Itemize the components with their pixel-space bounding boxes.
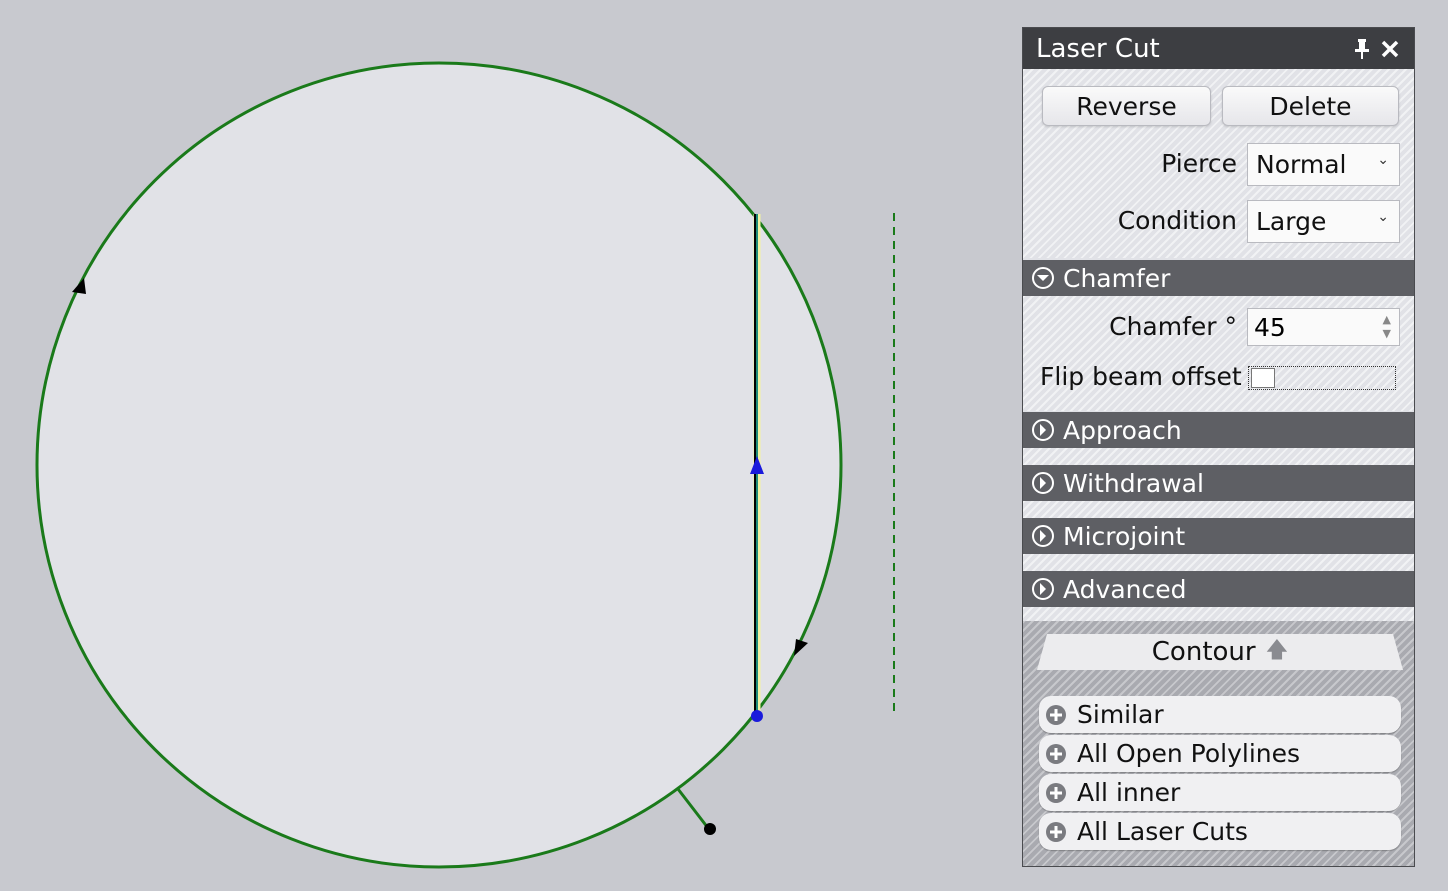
circular-part-contour[interactable] (35, 61, 843, 869)
cut-direction-arrow-icon (750, 456, 764, 474)
section-withdrawal-label: Withdrawal (1063, 468, 1204, 498)
list-item-label: All Laser Cuts (1077, 817, 1248, 846)
list-item-label: All Open Polylines (1077, 739, 1301, 768)
contour-tab-label: Contour (1151, 637, 1256, 667)
list-item-all-inner[interactable]: All inner (1039, 774, 1401, 811)
section-advanced[interactable]: Advanced (1023, 571, 1414, 607)
expand-icon (1032, 578, 1054, 600)
panel-titlebar: Laser Cut (1023, 28, 1414, 69)
section-microjoint-label: Microjoint (1063, 521, 1186, 551)
section-advanced-label: Advanced (1063, 574, 1187, 604)
pierce-select[interactable]: Normal ⌄ (1247, 143, 1400, 186)
direction-arrow-icon (72, 278, 86, 294)
pierce-value: Normal (1256, 150, 1347, 179)
expand-icon (1032, 525, 1054, 547)
spacer (1023, 554, 1414, 571)
section-chamfer-label: Chamfer (1063, 263, 1171, 293)
section-microjoint[interactable]: Microjoint (1023, 518, 1414, 554)
chamfer-angle-label: Chamfer ° (1109, 312, 1237, 341)
reverse-button[interactable]: Reverse (1042, 86, 1211, 126)
collapse-icon (1032, 267, 1054, 289)
chamfer-settings: Chamfer ° 45 ▲ ▼ Flip beam offset (1023, 296, 1414, 411)
direction-arrow-icon (794, 639, 808, 656)
delete-button[interactable]: Delete (1222, 86, 1399, 126)
spinner-arrows-icon[interactable]: ▲ ▼ (1382, 313, 1391, 340)
plus-circle-icon (1046, 782, 1066, 803)
section-chamfer[interactable]: Chamfer (1023, 260, 1414, 296)
condition-value: Large (1256, 207, 1327, 236)
contour-selection-list: Similar All Open Polylines All inner All… (1039, 696, 1401, 852)
spacer (1023, 607, 1414, 621)
flip-beam-offset-focus (1248, 366, 1396, 390)
panel-title: Laser Cut (1036, 33, 1160, 64)
plus-circle-icon (1046, 743, 1066, 764)
spacer (1023, 448, 1414, 465)
section-approach[interactable]: Approach (1023, 412, 1414, 448)
lead-in-line[interactable] (676, 788, 710, 829)
chevron-down-icon: ⌄ (1377, 152, 1389, 168)
list-item-label: All inner (1077, 778, 1181, 807)
close-icon[interactable] (1376, 35, 1404, 63)
expand-icon (1032, 419, 1054, 441)
pierce-point[interactable] (704, 823, 716, 835)
general-settings: Reverse Delete Pierce Normal ⌄ Condition… (1023, 69, 1414, 258)
contour-tab[interactable]: Contour 🡅 (1037, 634, 1403, 670)
pierce-label: Pierce (1161, 149, 1237, 178)
section-approach-label: Approach (1063, 415, 1182, 445)
flip-beam-offset-checkbox[interactable] (1251, 368, 1275, 388)
pin-icon[interactable] (1348, 35, 1376, 63)
list-item-all-laser-cuts[interactable]: All Laser Cuts (1039, 813, 1401, 850)
condition-label: Condition (1117, 206, 1237, 235)
plus-circle-icon (1046, 821, 1066, 842)
list-item-all-open-polylines[interactable]: All Open Polylines (1039, 735, 1401, 772)
arrow-up-icon: 🡅 (1265, 638, 1289, 663)
plus-circle-icon (1046, 704, 1066, 725)
cut-start-point[interactable] (751, 710, 763, 722)
expand-icon (1032, 472, 1054, 494)
chevron-down-icon: ⌄ (1377, 209, 1389, 225)
section-withdrawal[interactable]: Withdrawal (1023, 465, 1414, 501)
chamfer-angle-value: 45 (1254, 312, 1286, 342)
list-item-similar[interactable]: Similar (1039, 696, 1401, 733)
flip-beam-offset-label: Flip beam offset (1040, 362, 1242, 391)
spacer (1023, 501, 1414, 518)
condition-select[interactable]: Large ⌄ (1247, 200, 1400, 243)
laser-cut-panel: Laser Cut Reverse Delete Pierce Normal ⌄… (1022, 27, 1415, 867)
chamfer-angle-input[interactable]: 45 ▲ ▼ (1247, 308, 1400, 346)
list-item-label: Similar (1077, 700, 1164, 729)
